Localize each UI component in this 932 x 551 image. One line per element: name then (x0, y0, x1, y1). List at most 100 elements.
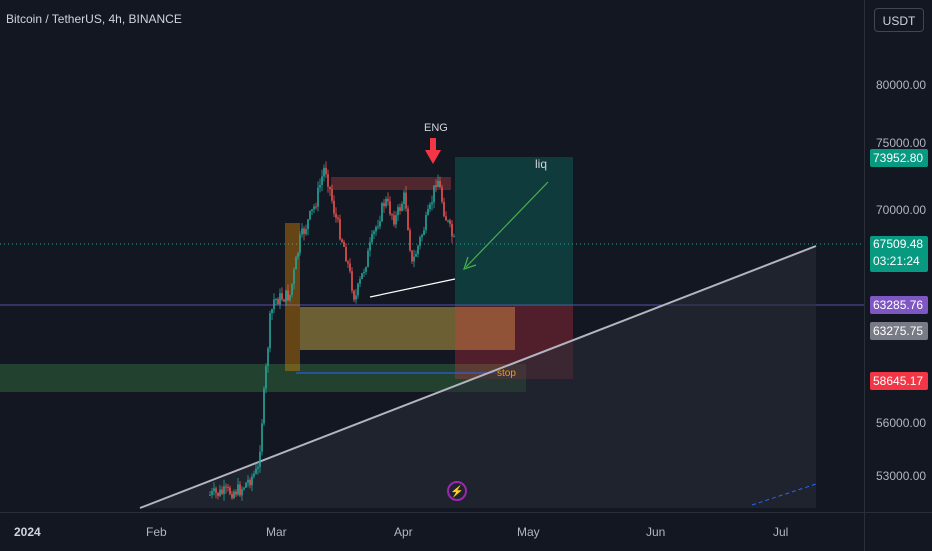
candle-body (209, 494, 211, 496)
candle-body (309, 210, 311, 220)
candle-body (323, 167, 325, 177)
candle-body (385, 198, 387, 207)
candle-body (345, 246, 347, 262)
liq-label[interactable]: liq (535, 157, 548, 171)
candle-body (423, 230, 425, 235)
candle-body (415, 254, 417, 257)
currency-button[interactable]: USDT (874, 8, 924, 32)
candle-body (297, 252, 299, 257)
line-level-label: 63285.76 (870, 296, 928, 314)
candle-body (285, 290, 287, 302)
candle-body (449, 220, 451, 224)
year-label: 2024 (14, 525, 41, 539)
dashed-projection-line[interactable] (751, 483, 817, 506)
candle-body (265, 366, 267, 389)
candle-body (233, 491, 235, 499)
candle-body (433, 185, 435, 203)
candle-body (387, 198, 389, 202)
candle-body (401, 204, 403, 211)
candle-body (421, 234, 423, 238)
candle-body (219, 489, 221, 496)
candle-body (253, 473, 255, 477)
candle-body (301, 228, 303, 235)
candle-body (303, 228, 305, 235)
chart-canvas[interactable] (0, 0, 864, 512)
candle-body (283, 299, 285, 302)
candlestick-series (209, 161, 455, 501)
candle-body (337, 217, 339, 220)
candle-body (259, 451, 261, 467)
candle-body (411, 250, 413, 262)
candle-body (333, 200, 335, 214)
candle-body (255, 468, 257, 474)
candle-body (277, 298, 279, 305)
liq-arrow-line[interactable] (465, 181, 549, 268)
candle-body (447, 220, 449, 222)
candle-body (275, 298, 277, 300)
candle-body (405, 192, 407, 209)
candle-body (409, 230, 411, 251)
time-axis[interactable]: 2024 Feb Mar Apr May Jun Jul (0, 512, 864, 551)
trendline[interactable] (139, 245, 817, 509)
candle-body (379, 221, 381, 227)
candle-body (335, 213, 337, 218)
candle-body (325, 167, 327, 175)
candle-body (381, 203, 383, 222)
candle-body (389, 201, 391, 215)
target-price-label: 73952.80 (870, 149, 928, 167)
liquidity-line[interactable] (369, 278, 456, 298)
candle-body (427, 209, 429, 216)
price-tick: 56000.00 (876, 416, 927, 430)
candle-body (251, 476, 253, 486)
entry-price-label: 63275.75 (870, 322, 928, 340)
candle-body (305, 229, 307, 235)
candle-body (263, 388, 265, 424)
candle-body (339, 219, 341, 240)
bolt-icon[interactable]: ⚡ (447, 481, 467, 501)
candle-body (431, 202, 433, 205)
candle-body (235, 491, 237, 495)
candle-body (393, 215, 395, 225)
liq-arrowhead (463, 256, 477, 270)
month-label: Mar (266, 525, 287, 539)
supply-zone[interactable] (331, 177, 451, 190)
price-tick: 80000.00 (876, 78, 927, 92)
candle-body (347, 261, 349, 264)
candle-body (435, 185, 437, 187)
stop-label[interactable]: stop (497, 368, 516, 379)
axis-corner (864, 512, 932, 551)
candle-body (217, 492, 219, 496)
candle-body (327, 174, 329, 187)
eng-label[interactable]: ENG (424, 122, 448, 134)
entry-zone[interactable] (300, 307, 515, 350)
candle-body (247, 479, 249, 483)
candle-body (403, 192, 405, 205)
candle-body (223, 486, 225, 494)
candle-body (353, 290, 355, 300)
candle-body (439, 180, 441, 188)
last-price-label: 67509.48 03:21:24 (870, 236, 928, 272)
candle-body (395, 215, 397, 225)
eng-arrow-icon[interactable] (425, 138, 441, 164)
candle-body (291, 283, 293, 295)
demand-zone[interactable] (0, 364, 526, 392)
candle-body (311, 209, 313, 211)
candle-body (315, 206, 317, 208)
chart-pane[interactable]: Bitcoin / TetherUS, 4h, BINANCE ENG liq … (0, 0, 864, 512)
candle-body (231, 494, 233, 499)
candle-body (289, 294, 291, 301)
candle-body (425, 215, 427, 231)
candle-body (445, 216, 447, 221)
candle-body (307, 219, 309, 230)
candle-body (377, 226, 379, 228)
candle-body (367, 250, 369, 268)
candle-body (419, 237, 421, 246)
position-target-area[interactable] (455, 157, 573, 305)
candle-body (261, 423, 263, 452)
candle-body (363, 271, 365, 274)
candle-body (215, 488, 217, 493)
candle-body (417, 245, 419, 255)
candle-body (257, 466, 259, 469)
symbol-title[interactable]: Bitcoin / TetherUS, 4h, BINANCE (6, 12, 182, 26)
candle-body (437, 180, 439, 187)
